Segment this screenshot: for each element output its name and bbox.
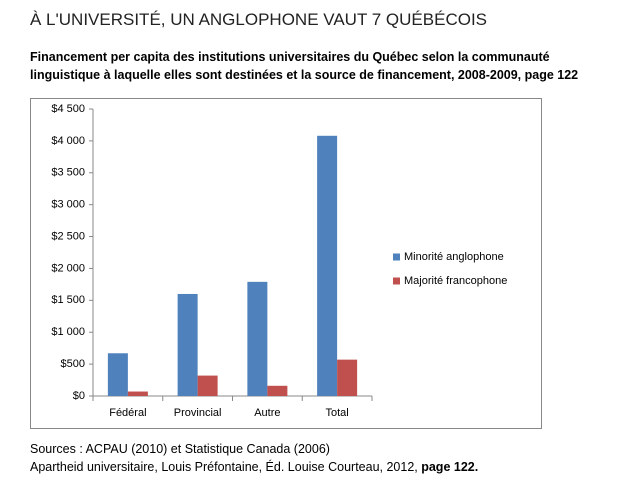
source-line: Apartheid universitaire, Louis Préfontai… <box>30 458 478 476</box>
legend-label: Minorité anglophone <box>404 251 504 263</box>
y-tick-label: $2 500 <box>51 230 85 242</box>
chart-frame <box>30 98 542 429</box>
source-line: Sources : ACPAU (2010) et Statistique Ca… <box>30 442 330 456</box>
bar <box>177 293 198 396</box>
x-tick-label: Autre <box>254 407 280 419</box>
bar <box>107 353 128 396</box>
x-tick-label: Provincial <box>174 407 222 419</box>
y-tick-label: $500 <box>61 358 85 370</box>
x-tick-label: Fédéral <box>109 407 146 419</box>
subtitle-line: linguistique à laquelle elles sont desti… <box>30 68 579 82</box>
y-tick-label: $2 000 <box>51 262 85 274</box>
legend-label: Majorité francophone <box>404 275 507 287</box>
subtitle: Financement per capita des institutions … <box>30 48 578 84</box>
y-tick-label: $1 500 <box>51 294 85 306</box>
y-tick-label: $0 <box>73 390 85 402</box>
bar <box>317 135 338 396</box>
x-tick-label: Total <box>326 407 349 419</box>
source-page: page 122. <box>421 460 479 474</box>
bar <box>247 281 268 396</box>
y-tick-label: $3 000 <box>51 199 85 211</box>
legend-swatch <box>393 277 400 285</box>
page-title: À L'UNIVERSITÉ, UN ANGLOPHONE VAUT 7 QUÉ… <box>30 10 488 29</box>
legend-swatch <box>393 253 400 261</box>
y-tick-label: $4 500 <box>51 103 85 115</box>
source-text: Apartheid universitaire, Louis Préfontai… <box>30 460 422 474</box>
bar <box>127 391 148 396</box>
bar <box>337 359 358 396</box>
subtitle-line: Financement per capita des institutions … <box>30 50 550 64</box>
y-tick-label: $1 000 <box>51 326 85 338</box>
y-tick-label: $3 500 <box>51 167 85 179</box>
y-tick-label: $4 000 <box>51 135 85 147</box>
bar <box>197 375 218 396</box>
sources: Sources : ACPAU (2010) et Statistique Ca… <box>30 440 478 476</box>
bar <box>267 385 288 396</box>
